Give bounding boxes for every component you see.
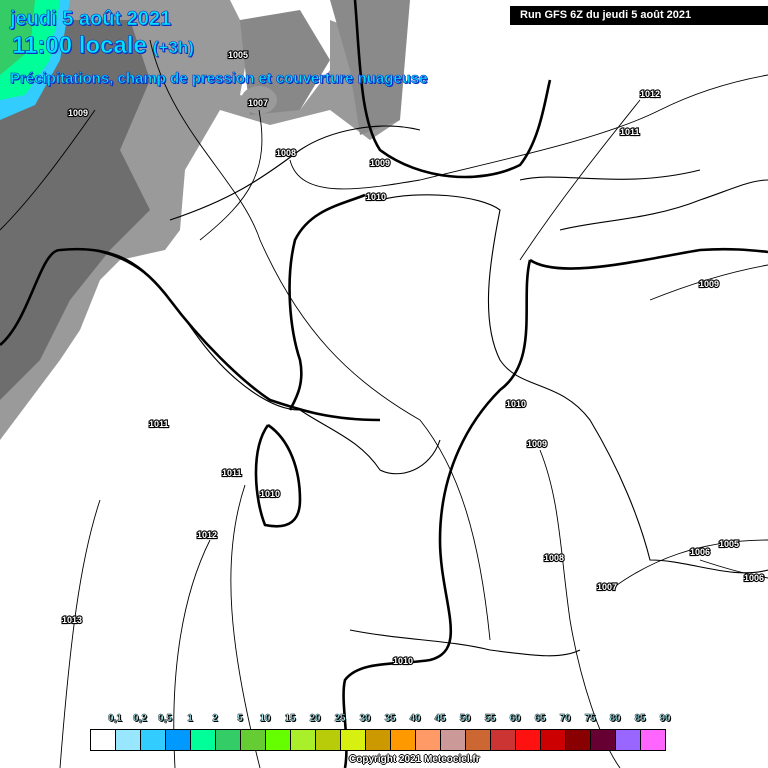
pressure-label: 1008 — [544, 553, 564, 563]
forecast-time: 11:00 locale (+3h) — [12, 32, 194, 60]
legend-label: 60 — [509, 713, 521, 724]
pressure-label: 1009 — [699, 279, 719, 289]
pressure-label: 1010 — [260, 489, 280, 499]
legend-swatch — [316, 730, 341, 750]
legend-labels: 0,1 0,2 0,5 1 2 5 10 15 20 25 30 35 40 45 50 55 60 65 70 75… — [90, 713, 671, 727]
pressure-label: 1012 — [640, 89, 660, 99]
pressure-label: 1006 — [744, 573, 764, 583]
pressure-label: 1009 — [527, 439, 547, 449]
legend-swatch — [491, 730, 516, 750]
pressure-label: 1005 — [719, 539, 739, 549]
legend-swatch — [616, 730, 641, 750]
legend-label: 35 — [384, 713, 396, 724]
map-subtitle: Précipitations, champ de pression et cou… — [10, 70, 428, 88]
legend-swatch — [91, 730, 116, 750]
pressure-label: 1010 — [393, 656, 413, 666]
precipitation — [0, 0, 70, 120]
legend-swatch — [291, 730, 316, 750]
legend-swatch — [591, 730, 616, 750]
pressure-labels: 1005 1009 1007 1008 1009 1010 1012 1011 … — [61, 49, 765, 667]
legend-label: 55 — [484, 713, 496, 724]
legend-swatch — [116, 730, 141, 750]
pressure-label: 1005 — [228, 50, 248, 60]
legend-label: 75 — [584, 713, 596, 724]
legend-label: 10 — [259, 713, 271, 724]
legend-label: 40 — [409, 713, 421, 724]
legend-swatch — [366, 730, 391, 750]
pressure-label: 1011 — [620, 127, 640, 137]
pressure-label: 1008 — [276, 148, 296, 158]
pressure-label: 1009 — [68, 108, 88, 118]
legend-label: 90 — [659, 713, 671, 724]
legend-swatch — [391, 730, 416, 750]
forecast-date: jeudi 5 août 2021 — [10, 8, 172, 31]
legend-label: 0,5 — [158, 713, 172, 724]
legend-swatch — [641, 730, 665, 750]
pressure-label: 1007 — [597, 582, 617, 592]
legend-label: 0,2 — [133, 713, 147, 724]
pressure-label: 1009 — [370, 158, 390, 168]
copyright: Copyright 2021 Meteociel.fr — [349, 754, 480, 765]
legend-swatch — [541, 730, 566, 750]
legend-label: 1 — [187, 713, 193, 724]
legend-label: 45 — [434, 713, 446, 724]
legend-label: 25 — [334, 713, 346, 724]
coastlines-borders — [89, 125, 768, 657]
legend-swatch — [191, 730, 216, 750]
legend-swatch — [241, 730, 266, 750]
cloud-cover — [0, 0, 410, 440]
forecast-time-value: 11:00 locale — [12, 32, 147, 60]
legend-swatch — [516, 730, 541, 750]
pressure-label: 1012 — [197, 530, 217, 540]
legend-swatch — [466, 730, 491, 750]
legend-swatch — [216, 730, 241, 750]
pressure-label: 1011 — [222, 468, 242, 478]
legend-swatch — [416, 730, 441, 750]
legend-label: 50 — [459, 713, 471, 724]
legend-swatch — [166, 730, 191, 750]
pressure-label: 1013 — [62, 615, 82, 625]
legend-label: 80 — [609, 713, 621, 724]
pressure-label: 1006 — [690, 547, 710, 557]
legend-label: 5 — [237, 713, 243, 724]
legend-label: 65 — [534, 713, 546, 724]
forecast-offset: (+3h) — [152, 38, 194, 58]
legend-swatch — [141, 730, 166, 750]
legend-label: 70 — [559, 713, 571, 724]
pressure-label: 1010 — [506, 399, 526, 409]
legend-label: 2 — [212, 713, 218, 724]
legend-label: 30 — [359, 713, 371, 724]
legend-label: 15 — [284, 713, 296, 724]
legend-swatch — [266, 730, 291, 750]
legend-swatch — [441, 730, 466, 750]
pressure-label: 1010 — [366, 192, 386, 202]
precipitation-legend — [90, 729, 666, 751]
legend-label: 85 — [634, 713, 646, 724]
legend-label: 0,1 — [108, 713, 122, 724]
legend-swatch — [341, 730, 366, 750]
pressure-label: 1007 — [248, 98, 268, 108]
pressure-label: 1011 — [149, 419, 169, 429]
legend-label: 20 — [309, 713, 321, 724]
run-banner: Run GFS 6Z du jeudi 5 août 2021 — [510, 6, 768, 25]
legend-swatch — [566, 730, 591, 750]
